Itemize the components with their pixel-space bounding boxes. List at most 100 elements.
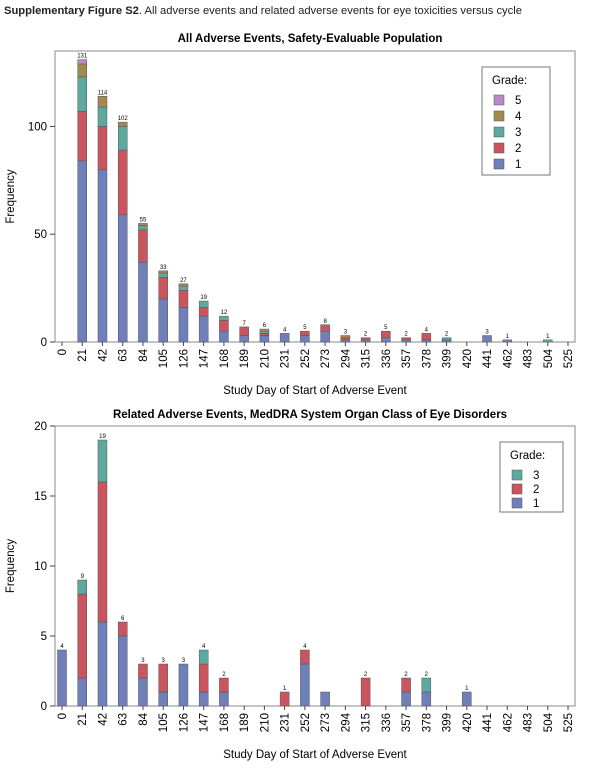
bar-segment-grade-1	[401, 691, 411, 707]
bar-total-label: 4	[202, 644, 206, 650]
bar-total-label: 5	[303, 325, 307, 331]
bar-segment-grade-1	[219, 691, 229, 707]
bar-total-label: 27	[180, 278, 187, 284]
bar-segment-grade-2	[97, 481, 108, 623]
x-tick-label: 483	[523, 713, 535, 732]
bar-segment-grade-3	[543, 339, 553, 343]
bar-total-label: 2	[222, 672, 226, 678]
x-tick-label: 462	[502, 349, 514, 368]
chart-title: Related Adverse Events, MedDRA System Or…	[113, 409, 507, 421]
x-tick-label: 231	[280, 349, 292, 368]
x-tick-label: 357	[401, 349, 413, 368]
bar-total-label: 3	[344, 330, 348, 336]
bar-segment-grade-1	[482, 335, 492, 343]
bar-segment-grade-1	[158, 298, 168, 343]
bar-total-label: 4	[303, 644, 307, 650]
legend-entry-grade-2: 2	[515, 143, 521, 155]
bar-segment-grade-2	[340, 337, 351, 341]
bar-segment-grade-2	[401, 337, 411, 341]
bar-total-label: 55	[140, 217, 147, 223]
x-tick-label: 231	[280, 713, 292, 732]
x-tick-label: 147	[199, 713, 211, 732]
x-tick-label: 315	[361, 713, 373, 732]
bar-segment-grade-1	[381, 337, 391, 343]
bar-segment-grade-1	[97, 621, 108, 707]
x-tick-label: 42	[97, 713, 109, 726]
bar-segment-grade-1	[360, 339, 371, 343]
x-tick-label: 504	[543, 348, 555, 368]
x-tick-label: 42	[97, 349, 109, 362]
x-tick-label: 126	[178, 349, 190, 368]
x-tick-label: 0	[57, 713, 69, 719]
bar-segment-grade-1	[158, 691, 168, 707]
bar-segment-grade-2	[360, 337, 371, 341]
bar-segment-grade-2	[279, 691, 290, 707]
bar-total-label: 1	[506, 334, 510, 340]
bar-total-label: 2	[425, 672, 429, 678]
bar-total-label: 3	[182, 658, 186, 664]
bar-segment-grade-2	[300, 330, 310, 336]
legend-box	[499, 441, 564, 513]
bar-total-label: 19	[200, 295, 207, 301]
x-tick-label: 399	[442, 713, 454, 732]
legend-entry-grade-1: 1	[515, 159, 521, 171]
bar-total-label: 4	[283, 327, 287, 333]
legend-swatch-grade-3	[511, 469, 523, 481]
x-tick-label: 21	[77, 713, 89, 726]
x-tick-label: 252	[300, 349, 312, 368]
legend-entry-grade-3: 3	[515, 127, 521, 139]
bar-segment-grade-2	[117, 149, 128, 216]
bar-segment-grade-2	[178, 290, 189, 308]
bar-total-label: 3	[162, 658, 166, 664]
x-axis-label: Study Day of Start of Adverse Event	[223, 749, 407, 761]
bar-segment-grade-3	[97, 106, 108, 127]
x-tick-label: 336	[381, 713, 393, 732]
legend-swatch-grade-2	[511, 483, 523, 495]
bar-segment-grade-1	[178, 663, 189, 707]
bar-segment-grade-2	[158, 663, 168, 693]
x-tick-label: 378	[421, 349, 433, 368]
bar-segment-grade-1	[178, 307, 189, 343]
figure-caption: Supplementary Figure S2. All adverse eve…	[4, 5, 596, 17]
bar-segment-grade-1	[462, 691, 472, 707]
bar-segment-grade-3	[138, 225, 148, 231]
bar-total-label: 6	[263, 323, 267, 329]
y-axis-label: Frequency	[5, 539, 17, 594]
x-tick-label: 63	[118, 349, 130, 362]
x-tick-label: 189	[239, 349, 251, 368]
bar-segment-grade-4	[138, 223, 148, 226]
bar-segment-grade-2	[77, 593, 87, 679]
bar-segment-grade-2	[198, 307, 209, 317]
x-tick-label: 294	[340, 712, 352, 732]
bar-segment-grade-3	[441, 337, 452, 341]
chart-all-adverse-events: All Adverse Events, Safety-Evaluable Pop…	[5, 33, 576, 397]
x-tick-label: 147	[199, 349, 211, 368]
x-tick-label: 420	[462, 349, 474, 368]
bar-segment-grade-2	[219, 677, 229, 693]
legend-entry-grade-2: 2	[533, 484, 539, 496]
bar-segment-grade-1	[77, 677, 87, 707]
legend-swatch-grade-5	[493, 94, 505, 106]
bar-total-label: 1	[546, 334, 550, 340]
x-tick-label: 126	[178, 713, 190, 732]
bar-segment-grade-3	[219, 315, 229, 321]
bar-segment-grade-3	[421, 677, 432, 693]
bar-segment-grade-1	[138, 677, 148, 707]
bar-total-label: 7	[242, 321, 246, 327]
x-tick-label: 399	[442, 349, 454, 368]
caption-label: Supplementary Figure S2	[4, 5, 139, 17]
bar-segment-grade-1	[117, 214, 128, 343]
bar-segment-grade-3	[198, 649, 209, 665]
bar-segment-grade-1	[320, 330, 330, 343]
x-tick-label: 294	[340, 348, 352, 368]
bar-segment-grade-1	[57, 649, 67, 707]
bar-segment-grade-1	[421, 339, 432, 343]
bar-segment-grade-1	[198, 691, 209, 707]
bar-segment-grade-1	[77, 160, 87, 343]
x-tick-label: 462	[502, 713, 514, 732]
x-tick-label: 420	[462, 713, 474, 732]
legend-title: Grade:	[492, 75, 527, 87]
bar-total-label: 3	[485, 330, 489, 336]
y-tick-label: 0	[41, 701, 47, 713]
chart-related-eye-disorders: Related Adverse Events, MedDRA System Or…	[5, 409, 576, 761]
